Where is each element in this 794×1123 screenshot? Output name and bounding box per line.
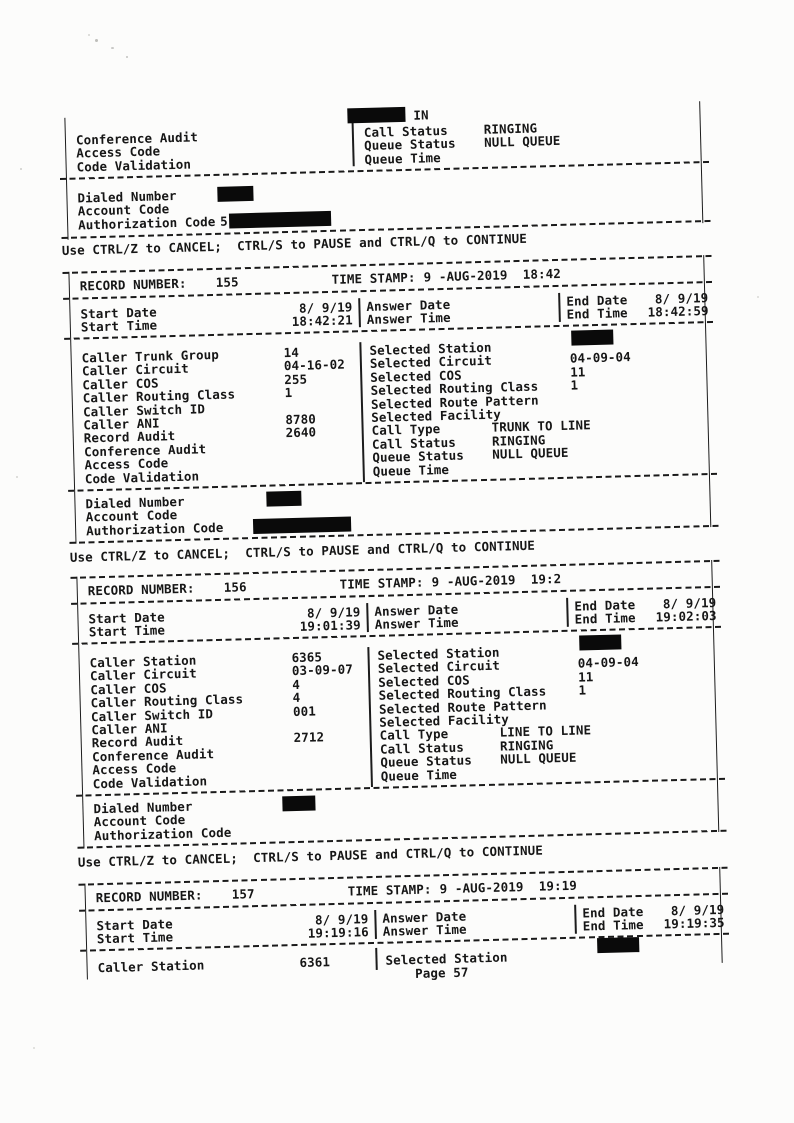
- field-value: 6361: [299, 954, 331, 970]
- redaction-box: [597, 937, 640, 954]
- scan-speck: [16, 476, 18, 478]
- record-number-value: 156: [223, 579, 247, 595]
- field-label: Code Validation: [84, 468, 200, 487]
- field-value: 1: [570, 377, 579, 393]
- record-number-label: RECORD NUMBER:: [87, 580, 195, 599]
- start-time-value: 19:19:16: [307, 924, 369, 942]
- timestamp-value: 9 -AUG-2019 19:2: [431, 570, 562, 590]
- end-time-label: End Time: [566, 305, 628, 323]
- record-number-label: RECORD NUMBER:: [79, 275, 187, 294]
- field-label: Authorization Code: [77, 213, 216, 233]
- timestamp-label: TIME STAMP:: [347, 881, 432, 899]
- call-type-suffix: IN: [413, 107, 429, 123]
- start-time-label: Start Time: [80, 317, 158, 335]
- timestamp-value: 9 -AUG-2019 19:19: [439, 877, 578, 897]
- end-time-value: 19:19:35: [663, 915, 725, 932]
- scan-speck: [126, 56, 128, 58]
- start-time-value: 18:42:21: [291, 312, 353, 330]
- scan-speck: [111, 47, 114, 49]
- field-value: 2640: [285, 424, 317, 441]
- redaction-box: [282, 795, 316, 812]
- field-label: Queue Time: [364, 149, 441, 167]
- end-time-value: 19:02:03: [655, 608, 717, 625]
- field-value: 2712: [293, 729, 325, 746]
- redaction-box: [571, 329, 614, 346]
- partial-record-box: IN Conference Audit Call Status RINGING …: [59, 101, 714, 240]
- redaction-box: [252, 516, 352, 534]
- start-time-value: 19:01:39: [299, 617, 361, 635]
- field-value: 001: [292, 703, 317, 719]
- end-time-label: End Time: [574, 610, 636, 628]
- record-156-box: RECORD NUMBER: 156 TIME STAMP: 9 -AUG-20…: [70, 559, 730, 849]
- answer-time-label: Answer Time: [374, 615, 459, 633]
- scan-speck: [88, 34, 90, 36]
- field-label: Queue Time: [380, 766, 458, 784]
- field-value: 4: [292, 690, 301, 706]
- field-label: Authorization Code: [85, 519, 224, 539]
- field-label: Code Validation: [92, 772, 208, 791]
- timestamp-value: 9 -AUG-2019 18:42: [423, 265, 562, 285]
- scan-speck: [95, 39, 98, 42]
- timestamp-label: TIME STAMP:: [339, 574, 424, 592]
- record-number-label: RECORD NUMBER:: [95, 887, 203, 906]
- scan-speck: [20, 168, 22, 170]
- auth-code-prefix: 5: [219, 213, 228, 229]
- end-time-label: End Time: [582, 917, 644, 934]
- start-time-label: Start Time: [96, 929, 174, 947]
- end-time-value: 18:42:59: [647, 303, 709, 321]
- field-label: Authorization Code: [93, 824, 232, 844]
- field-value: 1: [284, 385, 293, 401]
- field-label: Code Validation: [76, 156, 192, 175]
- record-number-value: 157: [231, 886, 255, 902]
- field-label: Queue Time: [372, 461, 450, 479]
- scan-speck: [757, 296, 759, 298]
- timestamp-label: TIME STAMP:: [331, 269, 416, 287]
- record-number-value: 155: [215, 274, 239, 290]
- redaction-box: [228, 210, 332, 229]
- redaction-box: [347, 106, 406, 124]
- start-time-label: Start Time: [88, 622, 166, 640]
- scan-speck: [33, 1047, 35, 1049]
- record-155-box: RECORD NUMBER: 155 TIME STAMP: 9 -AUG-20…: [62, 254, 722, 544]
- field-value: 1: [578, 682, 587, 698]
- answer-time-label: Answer Time: [366, 310, 451, 328]
- redaction-box: [579, 634, 622, 651]
- scan-content: IN Conference Audit Call Status RINGING …: [58, 87, 740, 1094]
- answer-time-label: Answer Time: [382, 921, 467, 940]
